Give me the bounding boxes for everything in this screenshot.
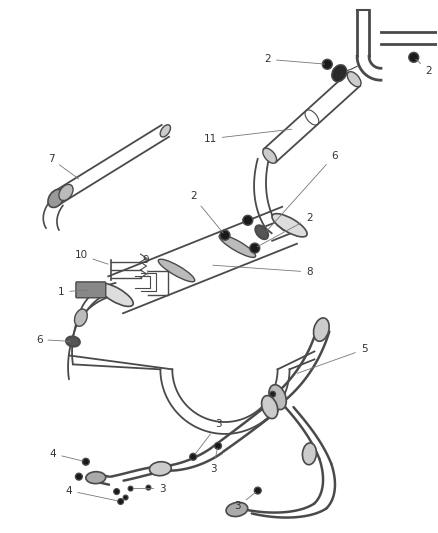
Ellipse shape [226,502,248,516]
Ellipse shape [302,443,316,465]
Ellipse shape [269,385,286,409]
Ellipse shape [66,336,80,346]
Ellipse shape [98,283,133,306]
Text: 4: 4 [50,449,83,461]
Text: 3: 3 [133,483,166,494]
Ellipse shape [86,472,106,483]
Text: 2: 2 [257,213,313,247]
Ellipse shape [314,318,329,341]
Ellipse shape [261,395,278,418]
Ellipse shape [409,52,419,62]
Ellipse shape [82,458,89,465]
Ellipse shape [254,487,261,494]
Text: 5: 5 [297,344,367,374]
Ellipse shape [118,498,124,504]
Ellipse shape [220,230,230,240]
Ellipse shape [59,184,73,200]
Text: 3: 3 [235,492,256,512]
Ellipse shape [114,489,120,495]
Ellipse shape [146,485,151,490]
Ellipse shape [250,243,260,253]
Text: 7: 7 [48,154,79,179]
Text: 2: 2 [265,54,325,64]
Ellipse shape [158,259,195,282]
Ellipse shape [270,391,276,397]
Text: 3: 3 [195,419,221,455]
Ellipse shape [190,453,197,461]
Text: 10: 10 [74,250,108,264]
Text: 2: 2 [190,191,223,233]
Ellipse shape [149,462,171,476]
Ellipse shape [215,442,222,449]
Ellipse shape [75,473,82,480]
FancyBboxPatch shape [76,282,106,298]
Text: 1: 1 [58,287,88,297]
Ellipse shape [263,148,276,163]
Ellipse shape [322,59,332,69]
Ellipse shape [243,215,253,225]
Ellipse shape [332,64,347,82]
Ellipse shape [123,495,128,500]
Ellipse shape [272,214,307,237]
Text: 6: 6 [36,335,70,344]
Ellipse shape [219,235,256,257]
Text: 4: 4 [66,486,118,501]
Ellipse shape [48,189,64,207]
Text: 8: 8 [213,265,313,277]
Ellipse shape [74,309,87,326]
Text: 11: 11 [203,129,292,144]
Text: 2: 2 [416,59,432,76]
Ellipse shape [347,71,361,87]
Text: 3: 3 [210,449,217,474]
Ellipse shape [160,125,170,137]
Ellipse shape [255,225,268,239]
Ellipse shape [128,486,133,491]
Text: 9: 9 [142,255,149,275]
Text: 6: 6 [267,151,338,231]
